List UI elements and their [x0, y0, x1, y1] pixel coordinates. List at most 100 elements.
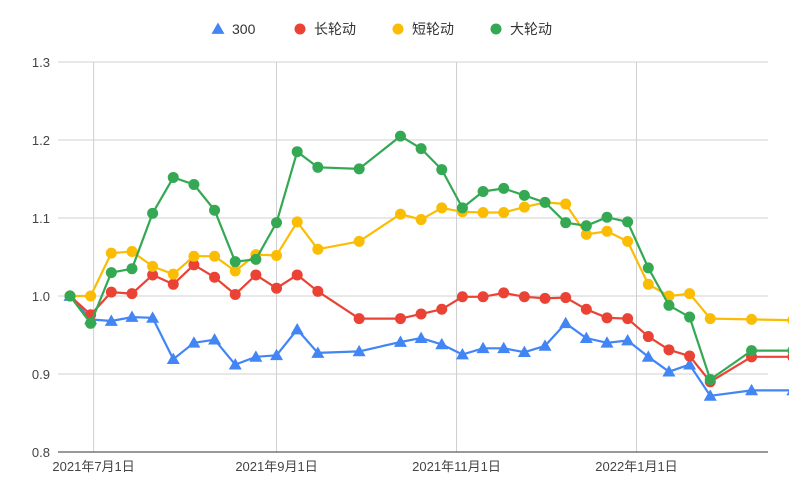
data-point	[704, 313, 716, 325]
data-point	[187, 336, 201, 348]
series-line	[69, 295, 789, 397]
data-point	[436, 164, 448, 176]
data-point	[559, 316, 573, 329]
data-point	[126, 288, 138, 300]
data-point	[663, 344, 675, 356]
data-point	[498, 182, 510, 194]
data-point	[601, 211, 613, 223]
series-line	[70, 201, 789, 322]
legend-marker	[490, 23, 502, 35]
data-point	[353, 313, 365, 325]
series-layer	[63, 130, 789, 401]
data-point	[271, 249, 283, 261]
series-3	[64, 130, 789, 385]
data-point	[271, 282, 283, 294]
data-point	[476, 341, 490, 354]
data-point	[477, 185, 489, 197]
data-point	[188, 259, 200, 271]
data-point	[291, 269, 303, 281]
legend-label: 大轮动	[510, 21, 552, 37]
legend-marker	[392, 23, 404, 35]
legend-item: 大轮动	[490, 21, 552, 37]
data-point	[539, 196, 551, 208]
data-point	[270, 348, 284, 361]
data-point	[209, 271, 221, 283]
data-point	[704, 373, 716, 385]
y-tick-label: 0.8	[32, 445, 50, 460]
y-tick-label: 0.9	[32, 367, 50, 382]
data-point	[188, 250, 200, 262]
legend-marker	[294, 23, 306, 35]
data-point	[85, 290, 97, 302]
data-point	[579, 331, 593, 343]
data-point	[250, 269, 262, 281]
legend-item: 300	[211, 21, 256, 37]
legend-marker	[211, 22, 225, 34]
data-point	[703, 389, 717, 401]
data-point	[560, 217, 572, 229]
data-point	[456, 202, 468, 214]
data-point	[662, 365, 676, 377]
data-point	[312, 161, 324, 173]
data-point	[414, 331, 428, 343]
series-2	[64, 196, 789, 325]
legend-label: 短轮动	[412, 21, 454, 37]
legend-label: 长轮动	[314, 21, 356, 37]
data-point	[518, 291, 530, 303]
data-point	[311, 346, 325, 358]
data-point	[167, 268, 179, 280]
data-point	[125, 310, 139, 322]
data-point	[64, 290, 76, 302]
data-point	[208, 333, 222, 345]
data-point	[105, 286, 117, 298]
data-point	[539, 292, 551, 304]
x-axis: 2021年7月1日 2021年9月1日 2021年11月1日 2022年1月1日	[52, 451, 768, 474]
data-point	[641, 350, 655, 362]
data-point	[580, 228, 592, 240]
data-point	[394, 208, 406, 220]
x-tick-label: 2021年7月1日	[52, 459, 134, 474]
data-point	[250, 253, 262, 265]
data-point	[352, 344, 366, 357]
data-point	[291, 216, 303, 228]
data-point	[746, 345, 758, 357]
data-point	[312, 285, 324, 297]
data-point	[147, 260, 159, 272]
data-point	[229, 288, 241, 300]
data-point	[105, 247, 117, 259]
data-point	[126, 246, 138, 258]
data-point	[642, 331, 654, 343]
data-point	[146, 311, 160, 323]
grid	[58, 61, 768, 453]
data-point	[580, 220, 592, 232]
data-point	[209, 250, 221, 262]
data-point	[622, 216, 634, 228]
data-point	[394, 130, 406, 142]
data-point	[228, 358, 242, 370]
data-point	[622, 235, 634, 247]
data-point	[684, 288, 696, 300]
data-point	[601, 312, 613, 324]
data-point	[436, 303, 448, 315]
data-point	[415, 308, 427, 320]
data-point	[621, 333, 635, 346]
y-axis: 0.8 0.9 1.0 1.1 1.2 1.3	[32, 55, 50, 460]
data-point	[456, 291, 468, 303]
data-point	[477, 291, 489, 303]
data-point	[497, 341, 511, 354]
data-point	[622, 313, 634, 325]
data-point	[560, 198, 572, 210]
data-point	[684, 350, 696, 362]
legend-label: 300	[232, 21, 256, 37]
data-point	[147, 207, 159, 219]
data-point	[518, 201, 530, 213]
data-point	[538, 339, 552, 351]
data-point	[601, 225, 613, 237]
data-point	[105, 267, 117, 279]
data-point	[229, 265, 241, 277]
data-point	[271, 217, 283, 229]
y-tick-label: 1.0	[32, 289, 50, 304]
data-point	[560, 292, 572, 304]
data-point	[683, 358, 697, 370]
